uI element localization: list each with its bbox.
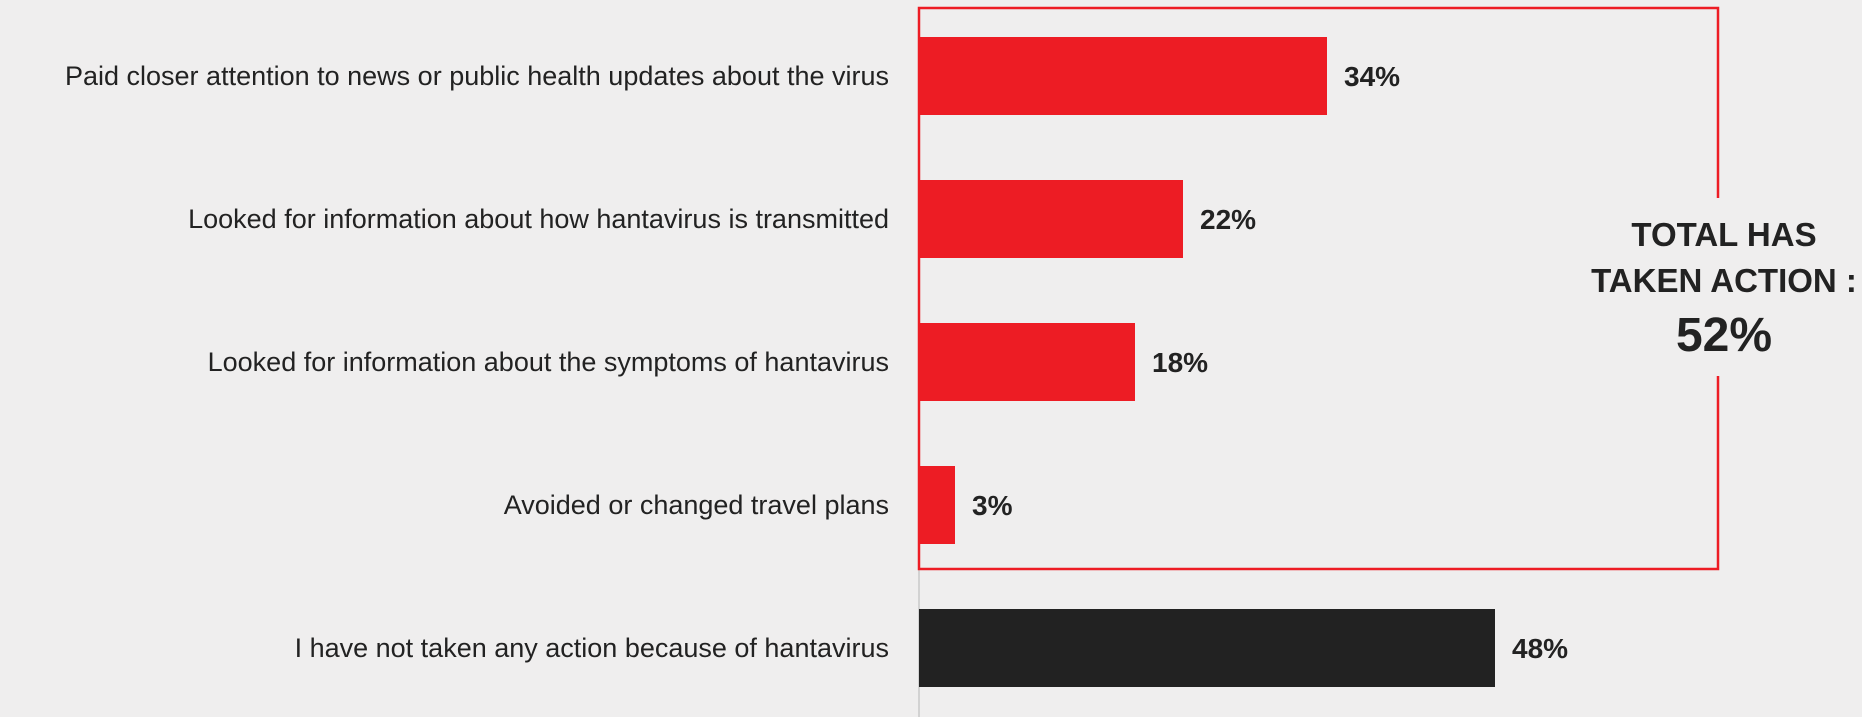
callout-title-line-2: TAKEN ACTION : bbox=[1591, 262, 1857, 299]
category-label-4: Avoided or changed travel plans bbox=[504, 490, 889, 520]
value-label-3: 18% bbox=[1152, 347, 1208, 378]
category-label-1: Paid closer attention to news or public … bbox=[65, 61, 889, 91]
callout-value: 52% bbox=[1676, 309, 1772, 362]
value-label-1: 34% bbox=[1344, 61, 1400, 92]
callout-title-line-1: TOTAL HAS bbox=[1631, 216, 1816, 253]
bar-1 bbox=[919, 37, 1327, 115]
category-label-2: Looked for information about how hantavi… bbox=[188, 204, 889, 234]
category-label-5: I have not taken any action because of h… bbox=[295, 633, 889, 663]
category-label-3: Looked for information about the symptom… bbox=[208, 347, 889, 377]
bars-layer bbox=[919, 37, 1495, 687]
value-label-2: 22% bbox=[1200, 204, 1256, 235]
value-label-4: 3% bbox=[972, 490, 1013, 521]
bar-3 bbox=[919, 323, 1135, 401]
labels-layer: Paid closer attention to news or public … bbox=[65, 61, 1568, 664]
callout: TOTAL HAS TAKEN ACTION : 52% bbox=[917, 6, 1857, 571]
bar-2 bbox=[919, 180, 1183, 258]
callout-bracket bbox=[917, 6, 1720, 571]
bar-4 bbox=[919, 466, 955, 544]
value-label-5: 48% bbox=[1512, 633, 1568, 664]
bar-5 bbox=[919, 609, 1495, 687]
